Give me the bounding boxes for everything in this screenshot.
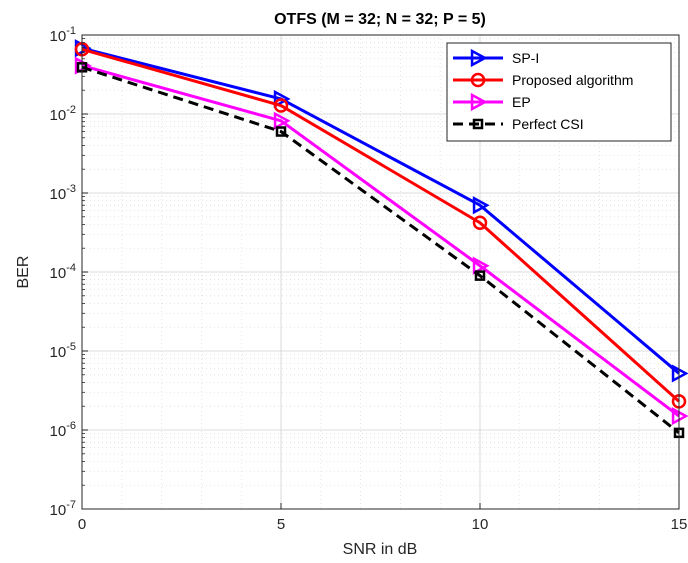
legend-label-2: EP xyxy=(512,94,531,110)
x-tick-label: 10 xyxy=(472,516,489,533)
series-0-point xyxy=(671,364,688,383)
chart-title: OTFS (M = 32; N = 32; P = 5) xyxy=(274,11,486,28)
legend-label-3: Perfect CSI xyxy=(512,116,584,132)
x-tick-label: 5 xyxy=(277,516,285,533)
ticks-layer: 0 5 10 15 10-7 10-6 10-5 10-4 10-3 10-2 10-1 xyxy=(50,25,688,533)
legend-label-1: Proposed algorithm xyxy=(512,72,633,88)
legend-marker-3 xyxy=(472,118,484,130)
y-tick-label: 10-6 xyxy=(50,420,76,440)
legend-marker-0 xyxy=(470,48,488,68)
y-tick-label: 10-1 xyxy=(50,25,76,45)
y-tick-label: 10-4 xyxy=(50,262,76,282)
legend-label-0: SP-I xyxy=(512,50,539,66)
series-3-point xyxy=(275,126,287,137)
y-tick-label: 10-3 xyxy=(50,183,76,203)
series-line-1 xyxy=(81,47,681,403)
legend-marker-1 xyxy=(470,72,486,88)
y-tick-label: 10-2 xyxy=(50,104,76,124)
series-line-2 xyxy=(81,64,680,418)
legend-marker-2 xyxy=(470,92,488,112)
x-axis-label: SNR in dB xyxy=(343,541,418,558)
series-1-point xyxy=(273,98,289,113)
series-2-point xyxy=(472,256,490,275)
series-line-0 xyxy=(81,46,680,375)
series-2-point xyxy=(273,111,291,130)
y-axis-label: BER xyxy=(15,256,32,289)
series-0-point xyxy=(273,89,291,109)
series-0-point xyxy=(472,196,490,215)
y-tick-label: 10-7 xyxy=(50,499,76,519)
series-1-point xyxy=(472,215,488,231)
x-tick-label: 0 xyxy=(78,516,86,533)
y-tick-label: 10-5 xyxy=(50,341,76,361)
series-layer xyxy=(74,39,688,439)
series-3-point xyxy=(474,270,486,281)
series-2-point xyxy=(671,406,688,426)
legend: SP-I Proposed algorithm EP Perfect CSI xyxy=(446,42,672,142)
series-line-3 xyxy=(81,65,680,435)
x-tick-label: 15 xyxy=(671,516,688,533)
